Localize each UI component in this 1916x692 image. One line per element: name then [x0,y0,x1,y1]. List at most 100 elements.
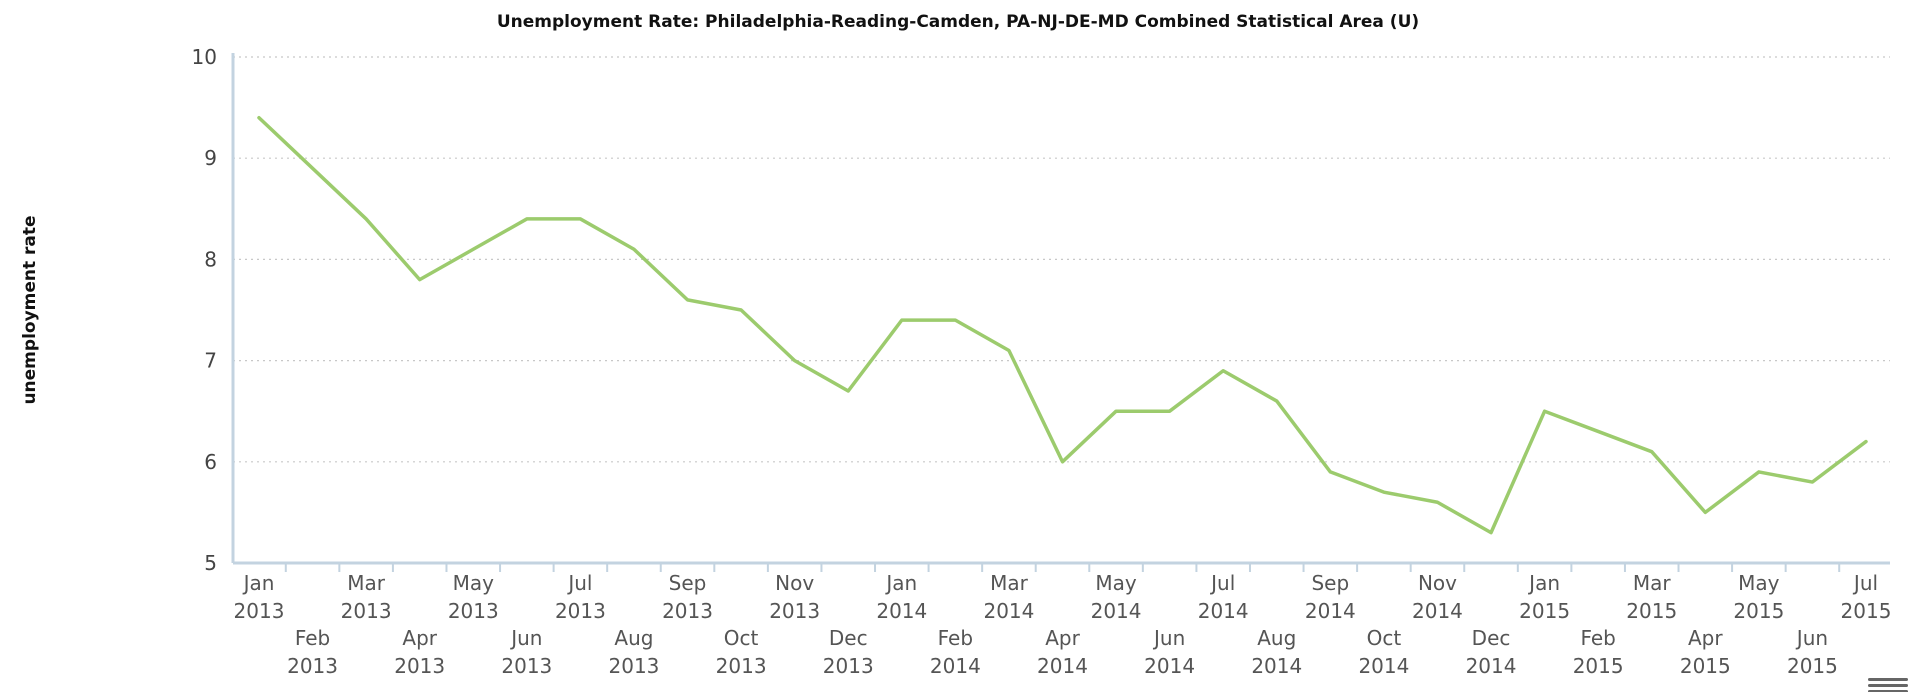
x-tick-year: 2014 [1037,654,1088,678]
x-tick-year: 2014 [983,599,1034,623]
x-tick-label: Sep 2013 [662,571,713,623]
x-tick-label: Feb 2013 [287,626,338,678]
x-tick-month: Oct [1367,626,1402,650]
x-tick-label: May 2013 [448,571,499,623]
x-tick-label: Nov 2014 [1412,571,1463,623]
x-tick-year: 2013 [555,599,606,623]
x-tick-month: Sep [669,571,707,595]
x-tick-year: 2014 [1198,599,1249,623]
x-tick-label: Aug 2013 [609,626,660,678]
x-tick-label: May 2015 [1733,571,1784,623]
x-tick-year: 2014 [876,599,927,623]
y-tick-label: 6 [204,450,217,474]
x-tick-label: Jul 2014 [1198,571,1249,623]
x-tick-label: Feb 2014 [930,626,981,678]
x-tick-year: 2013 [341,599,392,623]
x-tick-year: 2014 [1412,599,1463,623]
x-tick-year: 2014 [1305,599,1356,623]
x-tick-month: May [1095,571,1137,595]
x-tick-label: Feb 2015 [1573,626,1624,678]
x-tick-label: Mar 2013 [341,571,392,623]
x-tick-label: Sep 2014 [1305,571,1356,623]
x-tick-label: Jun 2013 [501,626,552,678]
x-tick-month: Jan [242,571,275,595]
y-tick-label: 10 [192,45,217,69]
x-tick-month: Feb [938,626,973,650]
x-tick-month: Jun [509,626,542,650]
y-tick-label: 9 [204,146,217,170]
x-tick-month: Jul [1852,571,1878,595]
x-tick-label: Mar 2015 [1626,571,1677,623]
x-tick-label: Jan 2014 [876,571,927,623]
x-tick-year: 2013 [609,654,660,678]
x-tick-label: May 2014 [1091,571,1142,623]
x-tick-month: Mar [347,571,386,595]
x-tick-year: 2013 [234,599,285,623]
x-tick-year: 2015 [1733,599,1784,623]
x-tick-label: Jul 2015 [1841,571,1892,623]
x-tick-month: Jan [884,571,917,595]
x-tick-year: 2015 [1626,599,1677,623]
x-tick-month: Mar [1633,571,1672,595]
x-tick-year: 2015 [1841,599,1892,623]
x-tick-month: Feb [1580,626,1615,650]
x-tick-month: Sep [1311,571,1349,595]
x-tick-label: Aug 2014 [1251,626,1302,678]
x-tick-label: Nov 2013 [769,571,820,623]
x-tick-year: 2013 [716,654,767,678]
x-tick-year: 2013 [448,599,499,623]
series-line [257,115,1868,535]
x-tick-month: Jun [1152,626,1185,650]
x-tick-month: Aug [1257,626,1296,650]
x-tick-label: Apr 2015 [1680,626,1731,678]
x-tick-year: 2014 [1251,654,1302,678]
x-tick-year: 2014 [1144,654,1195,678]
x-tick-year: 2015 [1680,654,1731,678]
x-tick-month: Jan [1527,571,1560,595]
x-tick-year: 2014 [1358,654,1409,678]
x-tick-label: Apr 2013 [394,626,445,678]
y-tick-label: 8 [204,247,217,271]
x-tick-month: Nov [1418,571,1457,595]
x-tick-year: 2015 [1519,599,1570,623]
hamburger-menu-icon[interactable] [1868,678,1908,692]
x-tick-label: Dec 2014 [1466,626,1517,678]
x-tick-month: Feb [295,626,330,650]
x-tick-year: 2015 [1573,654,1624,678]
x-tick-year: 2014 [1091,599,1142,623]
x-tick-label: Apr 2014 [1037,626,1088,678]
x-tick-year: 2013 [394,654,445,678]
x-tick-label: Jul 2013 [555,571,606,623]
x-tick-month: May [453,571,495,595]
x-tick-year: 2013 [823,654,874,678]
x-tick-label: Jun 2015 [1787,626,1838,678]
x-tick-month: Apr [1045,626,1080,650]
x-tick-year: 2015 [1787,654,1838,678]
x-tick-month: Jul [566,571,592,595]
x-tick-month: Apr [402,626,437,650]
chart-title: Unemployment Rate: Philadelphia-Reading-… [496,12,1420,32]
x-tick-month: Dec [1472,626,1511,650]
x-tick-month: Dec [829,626,868,650]
x-tick-month: Apr [1688,626,1723,650]
x-tick-label: Jun 2014 [1144,626,1195,678]
x-tick-year: 2013 [501,654,552,678]
x-tick-month: May [1738,571,1780,595]
x-tick-label: Dec 2013 [823,626,874,678]
x-tick-label: Oct 2014 [1358,626,1409,678]
x-tick-year: 2013 [287,654,338,678]
x-tick-year: 2013 [662,599,713,623]
y-tick-label: 7 [204,349,217,373]
x-tick-month: Jul [1209,571,1235,595]
x-tick-month: Aug [614,626,653,650]
x-tick-label: Jan 2015 [1519,571,1570,623]
x-tick-label: Mar 2014 [983,571,1034,623]
x-tick-month: Jun [1795,626,1828,650]
x-tick-label: Oct 2013 [716,626,767,678]
x-tick-month: Mar [990,571,1029,595]
y-tick-label: 5 [204,551,217,575]
x-tick-year: 2013 [769,599,820,623]
x-tick-year: 2014 [930,654,981,678]
x-tick-month: Nov [775,571,814,595]
